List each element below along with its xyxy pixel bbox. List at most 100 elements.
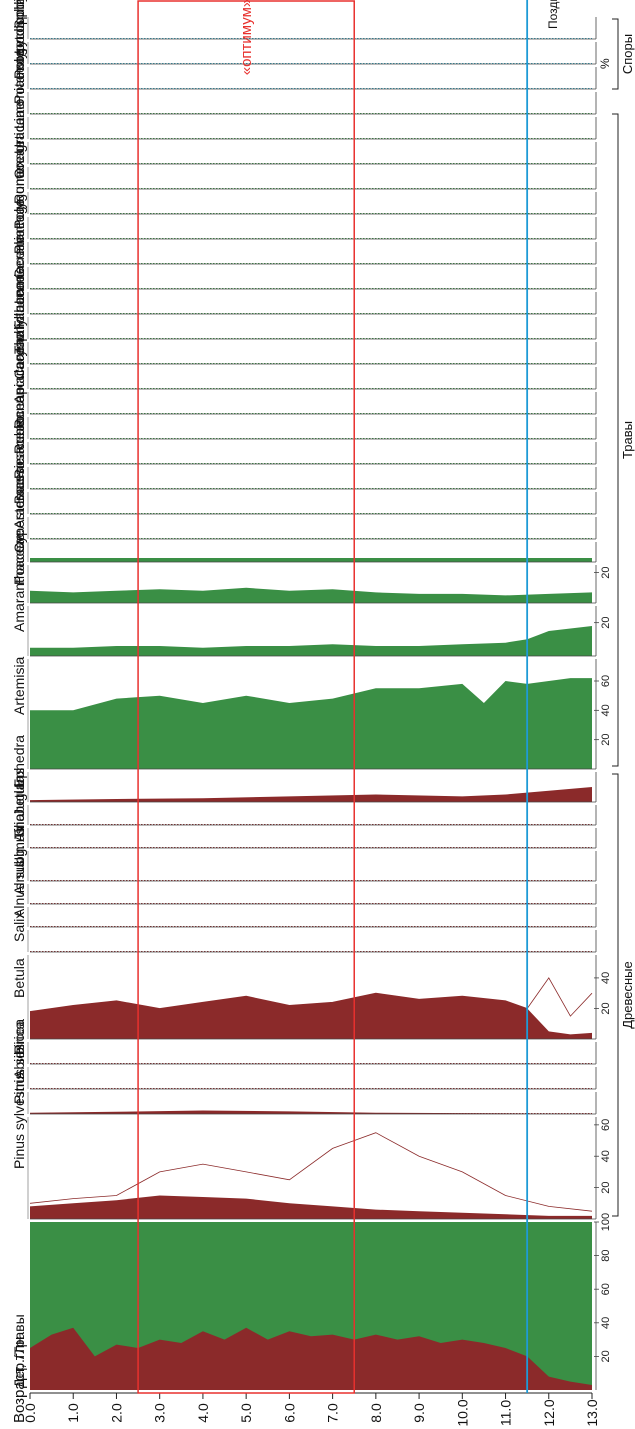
panel-juglans: Juglans	[11, 768, 597, 826]
optimum-label: «оптимум»	[238, 0, 255, 75]
panel-artemisia: 20 40 60 Artemisia	[11, 656, 612, 770]
ratio-tick-label-60: 60	[600, 1283, 612, 1295]
panel-limoniaceae: Limoniaceae	[11, 49, 597, 140]
panel-apiaceae: Apiaceae	[11, 345, 597, 415]
panel-abies: Abies	[11, 1044, 597, 1090]
group-label: Споры	[620, 34, 635, 74]
ratio-tick-label-100: 100	[600, 1213, 612, 1231]
taxon-label-limoniaceae: Limoniaceae	[11, 49, 27, 129]
ratio-trees-area	[30, 1327, 592, 1390]
panel-lamiaceae: Lamiaceae	[11, 235, 597, 315]
taxon-label-apiaceae: Apiaceae	[11, 345, 27, 404]
taxon-label-rumex: Rumex	[11, 160, 27, 204]
taxon-label-geraniaceae: Geraniaceae	[11, 199, 27, 279]
panel-salix: Salix	[11, 912, 597, 953]
panel-asteraceae: Asteraceae	[11, 458, 597, 540]
taxon-label-abies: Abies	[11, 1044, 27, 1079]
tick-label-amaranthaceae-20: 20	[600, 617, 612, 629]
age-axis-label: Возраст, тлн	[11, 1337, 28, 1423]
tick-label-artemisia-60: 60	[600, 675, 612, 687]
age-tick-label-11.0: 11.0	[498, 1400, 514, 1426]
taxon-label-artemisia: Artemisia	[11, 656, 27, 715]
tick-label-poaceae-20: 20	[600, 566, 612, 578]
taxon-label-onagraceae: Onagraceae	[11, 102, 27, 179]
age-tick-label-3.0: 3.0	[152, 1403, 168, 1423]
panel-onagraceae: Onagraceae	[11, 102, 597, 190]
age-tick-label-0.0: 0.0	[22, 1403, 38, 1423]
panel-alnus: Alnus	[11, 860, 597, 905]
ratio-tick-label-80: 80	[600, 1249, 612, 1261]
bracket-	[612, 113, 619, 767]
panel-ratio: 20 40 60 80 100 Дер./Травы	[11, 1213, 612, 1390]
overlay-markers: «оптимум» Поздний дриас%	[137, 0, 612, 1394]
panel-alnus-subg-alnobetula: Alnus subg. Alnobetula	[11, 775, 597, 928]
taxon-label-rosaceae: Rosaceae	[11, 416, 27, 479]
line-pinus-sylvestris	[29, 1132, 593, 1212]
taxon-label-plantago: Plantago	[11, 199, 27, 254]
panel-betula: 20 40 Betula	[11, 955, 612, 1040]
area-pinus-sylvestris	[30, 1195, 592, 1219]
panel-sphagnum: Sphagnum	[11, 0, 597, 40]
panel-brassicaceae: Brassicaceae	[11, 420, 597, 515]
panel-urtica: Urtica	[11, 117, 597, 165]
area-betula	[30, 993, 592, 1039]
taxon-label-pinus-sibirica: Pinus sibirica	[11, 1021, 27, 1104]
panel-amaranthaceae: 20 Amaranthaceae	[11, 533, 612, 657]
tick-label-betula-20: 20	[600, 1002, 612, 1014]
age-tick-label-12.0: 12.0	[541, 1399, 557, 1426]
taxon-label-rubiaceae: Rubiaceae	[11, 387, 27, 454]
panel-poaceae: 20 Poaceae	[11, 530, 612, 604]
taxa-panels: 20 40 60 80 100 Дер./Травы 20 40 60 Pinus sylvest…	[11, 0, 612, 1390]
panel-fabaceae: Fabaceae	[11, 267, 597, 340]
taxon-label-cyperaceae: Cyperaceae	[11, 477, 27, 553]
taxon-label-ulmus: Ulmus	[11, 827, 27, 867]
taxon-label-tilia: Tilia	[11, 814, 27, 839]
younger-dryas-label: Поздний дриас	[546, 0, 560, 29]
age-tick-label-13.0: 13.0	[584, 1399, 600, 1426]
tick-label-artemisia-20: 20	[600, 734, 612, 746]
taxon-label-ephedra: Ephedra	[11, 735, 27, 788]
bracket-	[612, 773, 619, 1217]
age-tick-label-10.0: 10.0	[454, 1399, 470, 1426]
taxon-label-poaceae: Poaceae	[11, 530, 27, 585]
age-tick-label-5.0: 5.0	[238, 1403, 254, 1423]
taxon-label-juglans: Juglans	[11, 768, 27, 816]
group-label: Древесные	[620, 961, 635, 1029]
taxon-label-betula: Betula	[11, 958, 27, 998]
panel-ulmus: Ulmus	[11, 827, 597, 882]
taxon-label-urtica: Urtica	[11, 117, 27, 154]
panel-rumex: Rumex	[11, 160, 597, 215]
panel-thalictrum: Thalictrum	[11, 289, 597, 365]
area-poaceae	[30, 587, 592, 603]
ratio-tick-label-20: 20	[600, 1350, 612, 1362]
age-tick-label-9.0: 9.0	[411, 1403, 427, 1423]
taxon-label-ranunculaceae: Ranunculaceae	[11, 331, 27, 429]
taxon-label-lycopodium: Lycopodium	[11, 0, 27, 54]
taxon-label-lamiaceae: Lamiaceae	[11, 235, 27, 304]
taxon-label-thalictrum: Thalictrum	[11, 289, 27, 354]
age-tick-label-7.0: 7.0	[325, 1403, 341, 1423]
optimum-box	[137, 0, 355, 1394]
age-tick-label-8.0: 8.0	[368, 1403, 384, 1423]
panel-picea: Picea	[11, 1019, 597, 1065]
taxon-label-polygonaceae: Polygonaceae	[11, 140, 27, 229]
panel-cyperaceae: Cyperaceae	[11, 477, 597, 563]
panel-polypodiophyta: Polypodiophyta	[11, 0, 597, 90]
panel-ranunculaceae: Ranunculaceae	[11, 331, 597, 440]
age-tick-label-2.0: 2.0	[108, 1403, 124, 1423]
panel-geraniaceae: Geraniaceae	[11, 199, 597, 290]
tick-label-pinus-sylvestris-60: 60	[600, 1119, 612, 1131]
taxon-label-fabaceae: Fabaceae	[11, 267, 27, 329]
group-brackets: Древесные Травы Споры	[612, 18, 635, 1217]
taxon-label-alnus-subg-alnobetula: Alnus subg. Alnobetula	[11, 775, 27, 918]
taxon-label-pinus-sylvestris: Pinus sylvestris	[11, 1073, 27, 1169]
taxon-label-alnus: Alnus	[11, 860, 27, 895]
bracket-	[612, 18, 619, 90]
age-tick-label-1.0: 1.0	[65, 1403, 81, 1423]
panel-plantago: Plantago	[11, 199, 597, 265]
tick-label-pinus-sylvestris-20: 20	[600, 1181, 612, 1193]
area-amaranthaceae	[30, 626, 592, 656]
